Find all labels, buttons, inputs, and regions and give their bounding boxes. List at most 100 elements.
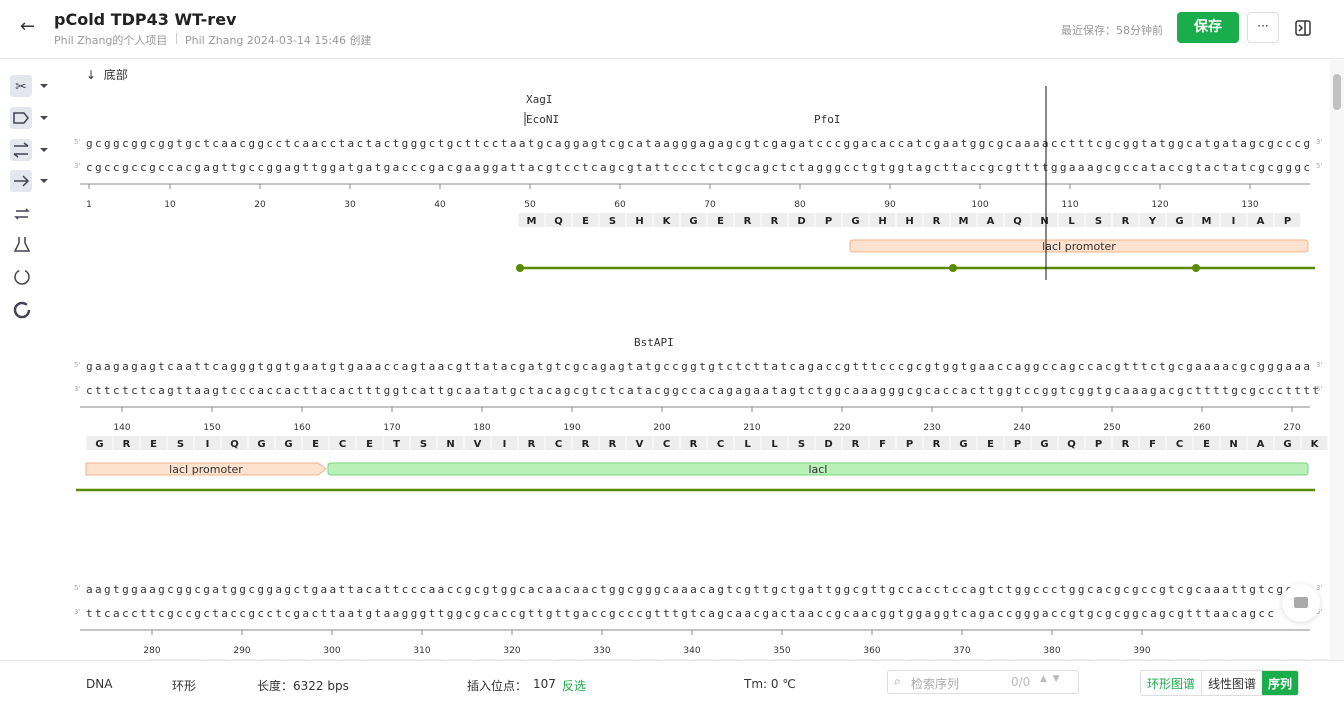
amino-acid: G [95,439,103,450]
amino-acid-box [707,436,734,450]
amino-acid-box [356,436,383,450]
status-length: 长度：6322 bps [257,679,349,693]
amino-acid: G [257,439,265,450]
amino-acid: E [1203,439,1210,450]
amino-acid: L [744,439,751,450]
amino-acid-box [464,436,491,450]
strand-label: 5' [1316,385,1322,393]
amino-acid-box [743,659,770,660]
amino-acid: C [663,439,670,450]
amino-acid: R [690,439,698,450]
tool-circle[interactable] [14,269,30,285]
status-bar: DNA 环形 长度：6322 bps 插入位点： 107 反选 Tm: 0 ℃ … [0,660,1344,701]
ruler-label: 280 [143,646,160,656]
panel-toggle[interactable] [1295,20,1311,36]
tab-sequence[interactable]: 序列 [1262,671,1299,695]
amino-acid-box [977,213,1004,227]
strand-label: 5' [1316,162,1322,170]
amino-acid-box [1085,213,1112,227]
feedback-button[interactable] [1282,584,1320,622]
back-button[interactable]: ← [20,16,36,37]
ruler-label: 60 [614,200,626,210]
owner: Phil Zhang的个人项目 [54,34,168,47]
tab-linear[interactable]: 线性图谱 [1201,671,1262,695]
amino-acid: Q [1013,216,1022,227]
ruler-label: 80 [794,200,806,210]
amino-acid-box [248,436,275,450]
amino-acid: K [663,216,672,227]
ruler-label: 40 [434,200,446,210]
ruler-label: 190 [563,423,580,433]
tool-swap[interactable] [10,139,48,161]
tool-label[interactable] [10,107,48,129]
save-button[interactable]: 保存 [1177,12,1239,43]
tool-circle-bold[interactable] [13,301,31,319]
ruler-label: 230 [923,423,940,433]
amino-acid-box [923,436,950,450]
amino-acid: N [1229,439,1237,450]
status-tm: Tm: 0 ℃ [744,677,796,691]
amino-acid-box [707,213,734,227]
tab-circular[interactable]: 环形图谱 [1147,677,1196,691]
amino-acid: A [987,216,995,227]
tool-cut[interactable]: ✂ [10,75,48,97]
amino-acid: D [824,439,832,450]
amino-acid: C [555,439,562,450]
amino-acid-box [1175,659,1202,660]
amino-acid: C [339,439,346,450]
status-type: DNA [86,677,113,691]
ruler-label: 170 [383,423,400,433]
amino-acid: P [1284,216,1291,227]
feature [327,462,1309,476]
amino-acid-box [1247,436,1274,450]
amino-acid-box [113,436,140,450]
tool-arrow[interactable] [10,170,48,192]
orf-dot [949,264,957,272]
amino-acid: D [797,216,805,227]
ruler-label: 110 [1061,200,1078,210]
amino-acid-box [869,213,896,227]
amino-acid: P [906,439,913,450]
amino-acid-box [797,659,824,660]
amino-acid-box [554,659,581,660]
ruler-label: 10 [164,200,176,210]
feature-label: lacI [808,463,827,476]
amino-acid-box [680,213,707,227]
amino-acid-box [392,659,419,660]
ruler-label: 30 [344,200,356,210]
amino-acid-box [896,436,923,450]
amino-acid: G [284,439,292,450]
amino-acid-box [221,436,248,450]
tool-repeat[interactable] [14,208,30,220]
amino-acid-box [518,213,545,227]
strand-label: 3' [1316,584,1322,592]
search-box[interactable]: ⌕ 检索序列 0/0 ▲ ▼ [887,670,1079,694]
amino-acid: Q [554,216,563,227]
sequence-bottom: ttcaccttcgccgctaccgcctcgacttaatgtaagggtt… [86,607,1274,620]
amino-acid-box [626,436,653,450]
amino-acid-box [230,659,257,660]
tool-flask[interactable] [13,237,31,252]
amino-acid: R [1122,439,1130,450]
amino-acid-box [275,436,302,450]
ruler-label: 220 [833,423,850,433]
amino-acid: C [1176,439,1183,450]
feature-label: lacI promoter [1042,240,1116,253]
invert-button[interactable]: 反选 [562,679,587,693]
amino-acid-box [1040,659,1067,660]
amino-acid-box [410,436,437,450]
amino-acid-box [950,213,977,227]
jump-bottom[interactable]: ↓ 底部 [86,68,128,82]
amino-acid: H [878,216,886,227]
more-button[interactable]: ··· [1247,12,1279,43]
amino-acid: R [1122,216,1130,227]
amino-acid-box [1139,436,1166,450]
scrollbar [1330,60,1344,660]
sequence-top: gcggcggcggtgctcaacggcctcaacctactactgggct… [86,137,1310,150]
ruler-label: 390 [1133,646,1150,656]
amino-acid: E [150,439,157,450]
amino-acid-box [545,436,572,450]
amino-acid-box [878,659,905,660]
amino-acid: G [1283,439,1291,450]
amino-acid-box [518,436,545,450]
